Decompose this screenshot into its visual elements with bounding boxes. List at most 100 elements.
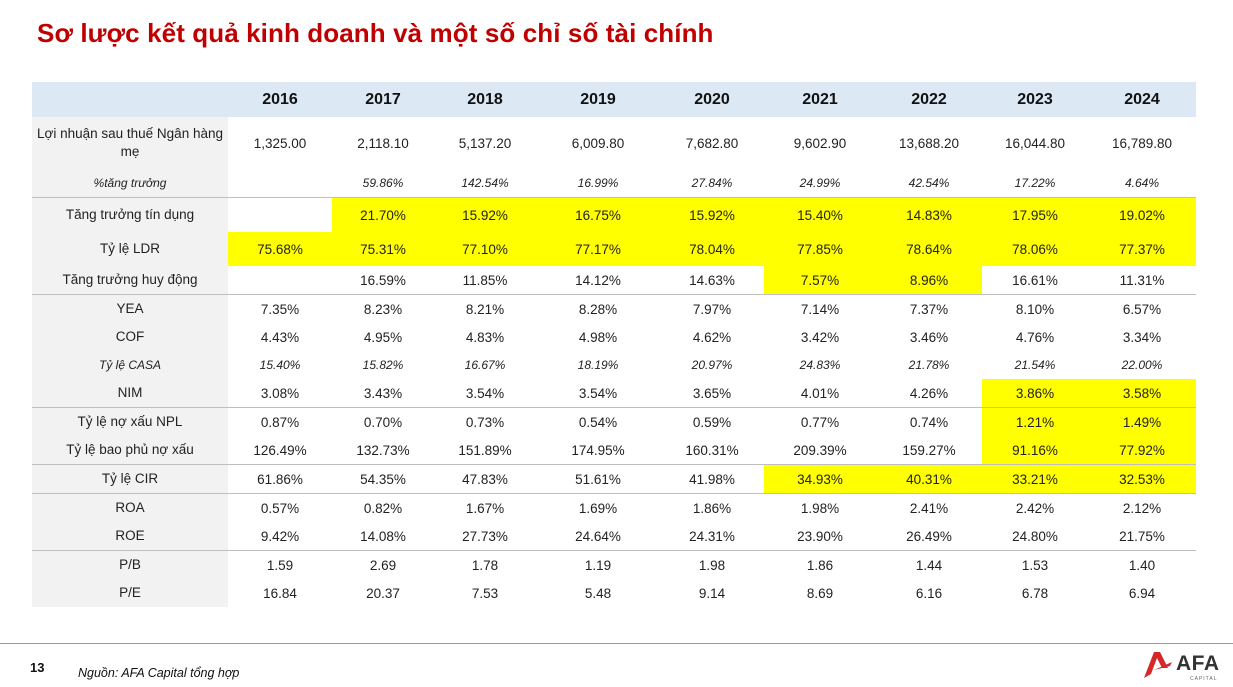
table-cell: 21.54% xyxy=(1014,358,1056,372)
table-cell: 2.41% xyxy=(876,493,982,522)
table-cell xyxy=(228,169,332,198)
table-cell: 6,009.80 xyxy=(571,135,625,151)
table-cell: 19.02% xyxy=(1088,197,1196,232)
row-label: COF xyxy=(32,323,228,351)
table-cell: 18.19% xyxy=(577,358,619,372)
table-cell: 26.49% xyxy=(906,528,952,544)
table-cell: 3.65% xyxy=(692,385,732,401)
row-label: ROA xyxy=(32,493,228,522)
table-cell: 1.98 xyxy=(660,550,764,579)
logo-subtitle: CAPITAL xyxy=(1190,676,1218,682)
table-cell: 8.10% xyxy=(982,294,1088,323)
table-cell: 16.61% xyxy=(1012,272,1058,288)
financial-table: 2016 2017 2018 2019 2020 2021 2022 2023 … xyxy=(32,82,1196,607)
table-cell: 0.57% xyxy=(228,493,332,522)
table-cell: 4.01% xyxy=(800,385,840,401)
row-label: Lợi nhuận sau thuế Ngân hàng mẹ xyxy=(32,117,228,169)
table-cell: 4.95% xyxy=(363,329,403,345)
table-cell: 1.40 xyxy=(1088,550,1196,579)
table-cell: 1.19 xyxy=(536,550,660,579)
table-cell: 0.70% xyxy=(332,407,434,436)
header-corner xyxy=(32,82,228,117)
table-cell: 9,602.90 xyxy=(793,135,847,151)
table-cell: 42.54% xyxy=(908,176,950,190)
table-cell: 159.27% xyxy=(902,442,956,458)
table-cell: 78.64% xyxy=(876,232,982,266)
table-cell: 14.83% xyxy=(876,197,982,232)
table-cell: 16.84 xyxy=(263,585,297,601)
row-label: YEA xyxy=(32,294,228,323)
row-label: Tỷ lệ bao phủ nợ xấu xyxy=(32,436,228,465)
year-header: 2017 xyxy=(332,82,434,117)
table-cell: 3.54% xyxy=(465,385,505,401)
year-header: 2023 xyxy=(982,82,1088,117)
table-row: COF 4.43% 4.95% 4.83% 4.98% 4.62% 3.42% 3.46% 4.… xyxy=(32,323,1196,351)
row-label: ROE xyxy=(32,522,228,551)
table-cell: 4.83% xyxy=(465,329,505,345)
table-cell: 7.53 xyxy=(471,585,499,601)
table-row: Tỷ lệ nợ xấu NPL 0.87% 0.70% 0.73% 0.54% 0.59… xyxy=(32,407,1196,436)
table-cell: 24.80% xyxy=(1012,528,1058,544)
table-cell: 126.49% xyxy=(253,442,307,458)
year-header: 2018 xyxy=(434,82,536,117)
row-label: Tỷ lệ LDR xyxy=(32,232,228,266)
table-cell: 0.82% xyxy=(332,493,434,522)
table-cell: 5,137.20 xyxy=(458,135,512,151)
table-cell: 7.37% xyxy=(876,294,982,323)
table-cell: 132.73% xyxy=(356,442,410,458)
table-cell: 47.83% xyxy=(434,464,536,494)
table-cell: 75.31% xyxy=(332,232,434,266)
table-cell: 21.70% xyxy=(332,197,434,232)
table-cell: 8.28% xyxy=(536,294,660,323)
row-label: Tỷ lệ nợ xấu NPL xyxy=(32,407,228,436)
table-cell: 1.86 xyxy=(764,550,876,579)
table-cell: 8.23% xyxy=(332,294,434,323)
table-cell: 2,118.10 xyxy=(357,135,409,151)
table-cell: 15.82% xyxy=(362,358,404,372)
table-cell: 77.10% xyxy=(434,232,536,266)
table-cell: 6.78 xyxy=(1021,585,1049,601)
page-number: 13 xyxy=(30,660,45,675)
table-cell: 78.04% xyxy=(660,232,764,266)
table-cell: 16.99% xyxy=(577,176,619,190)
table-cell: 7,682.80 xyxy=(685,135,739,151)
table-cell: 1.59 xyxy=(228,550,332,579)
row-label: P/E xyxy=(32,579,228,607)
table-cell: 0.77% xyxy=(764,407,876,436)
year-header: 2016 xyxy=(228,82,332,117)
table-cell: 15.40% xyxy=(259,358,301,372)
table-cell: 23.90% xyxy=(797,528,843,544)
table-row: Tăng trưởng tín dụng 21.70% 15.92% 16.75% 15… xyxy=(32,197,1196,232)
table-cell: 13,688.20 xyxy=(898,135,960,151)
year-header: 2022 xyxy=(876,82,982,117)
table-cell: 4.43% xyxy=(260,329,300,345)
table-cell: 15.92% xyxy=(660,197,764,232)
table-cell: 34.93% xyxy=(764,464,876,494)
table-cell: 24.83% xyxy=(799,358,841,372)
table-cell: 16.75% xyxy=(536,197,660,232)
footer-divider xyxy=(0,643,1233,644)
table-cell: 8.69 xyxy=(806,585,834,601)
table-cell: 91.16% xyxy=(982,436,1088,465)
table-cell: 24.31% xyxy=(689,528,735,544)
table-cell: 3.34% xyxy=(1122,329,1162,345)
table-cell: 77.17% xyxy=(536,232,660,266)
table-cell: 0.74% xyxy=(876,407,982,436)
table-cell: 15.40% xyxy=(764,197,876,232)
year-header: 2020 xyxy=(660,82,764,117)
table-cell: 11.31% xyxy=(1119,272,1165,288)
table-cell: 2.69 xyxy=(332,550,434,579)
table-cell: 9.14 xyxy=(698,585,726,601)
table-cell: 0.87% xyxy=(228,407,332,436)
table-cell: 4.98% xyxy=(578,329,618,345)
table-cell: 7.97% xyxy=(660,294,764,323)
row-label: NIM xyxy=(32,379,228,408)
table-cell: 3.43% xyxy=(363,385,403,401)
table-cell: 16,044.80 xyxy=(1004,135,1066,151)
table-row: ROA 0.57% 0.82% 1.67% 1.69% 1.86% 1.98% 2.41% 2.… xyxy=(32,493,1196,522)
table-cell: 1.78 xyxy=(434,550,536,579)
table-cell: 4.26% xyxy=(909,385,949,401)
table-cell xyxy=(228,266,332,295)
table-cell: 32.53% xyxy=(1088,464,1196,494)
table-cell: 0.54% xyxy=(536,407,660,436)
